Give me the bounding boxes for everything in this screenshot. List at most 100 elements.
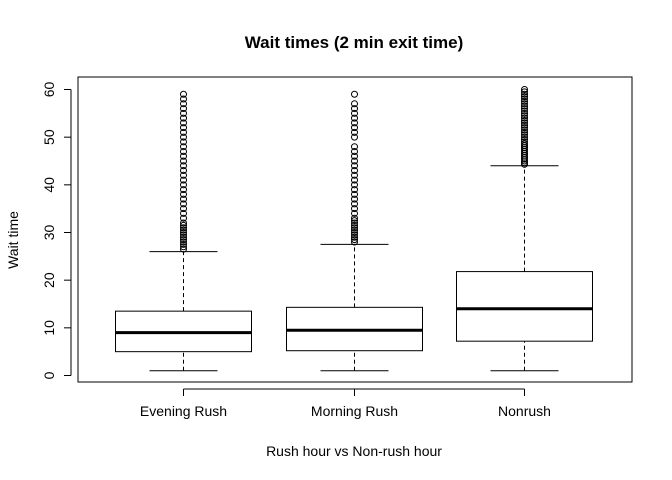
outlier-point: [180, 214, 187, 222]
outlier-point: [351, 90, 358, 98]
outlier-point: [521, 140, 528, 148]
outlier-point: [180, 243, 187, 251]
box-1: [115, 90, 252, 372]
x-tick-label: Evening Rush: [140, 403, 227, 419]
y-tick-label: 10: [41, 320, 57, 336]
outlier-point: [180, 95, 187, 103]
outlier-point: [521, 116, 528, 124]
outlier-point: [521, 93, 528, 101]
outlier-point: [180, 152, 187, 160]
outlier-point: [351, 100, 358, 108]
outlier-point: [351, 162, 358, 170]
outlier-point: [521, 128, 528, 136]
outlier-point: [351, 147, 358, 155]
outlier-point: [351, 181, 358, 189]
outlier-point: [351, 186, 358, 194]
y-tick-label: 30: [41, 225, 57, 241]
y-tick-label: 60: [41, 82, 57, 98]
outlier-point: [351, 200, 358, 208]
outlier-point: [351, 224, 358, 232]
x-tick-label: Morning Rush: [311, 403, 398, 419]
outlier-point: [180, 124, 187, 132]
outlier-point: [351, 114, 358, 122]
outlier-point: [521, 114, 528, 122]
outlier-point: [180, 245, 187, 253]
outlier-point: [521, 88, 528, 96]
outlier-point: [180, 240, 187, 248]
box-2: [286, 90, 423, 372]
outlier-point: [351, 109, 358, 117]
outlier-point: [180, 105, 187, 113]
outlier-point: [180, 221, 187, 229]
outlier-point: [180, 128, 187, 136]
outlier-point: [180, 90, 187, 98]
outlier-point: [180, 233, 187, 241]
outlier-point: [521, 136, 528, 144]
outlier-point: [521, 131, 528, 139]
y-axis-label: Wait time: [5, 211, 21, 269]
outlier-point: [521, 107, 528, 115]
outlier-point: [351, 190, 358, 198]
x-axis: Evening Rush Morning Rush Nonrush: [140, 388, 551, 419]
outlier-point: [180, 181, 187, 189]
outlier-point: [180, 200, 187, 208]
outlier-point: [351, 229, 358, 236]
outlier-point: [180, 195, 187, 203]
outlier-point: [351, 195, 358, 203]
outlier-point: [521, 109, 528, 117]
outlier-point: [180, 186, 187, 194]
outlier-point: [180, 219, 187, 227]
outlier-point: [180, 138, 187, 146]
outlier-point: [351, 133, 358, 141]
outlier-point: [351, 157, 358, 165]
outlier-point: [521, 124, 528, 132]
outlier-point: [180, 171, 187, 179]
outlier-point: [180, 167, 187, 175]
x-axis-label: Rush hour vs Non-rush hour: [266, 443, 442, 459]
outlier-point: [351, 124, 358, 132]
outlier-point: [521, 105, 528, 113]
outlier-point: [521, 90, 528, 98]
outlier-point: [351, 236, 358, 244]
outlier-point: [351, 209, 358, 217]
outlier-point: [521, 121, 528, 129]
outlier-point: [180, 224, 187, 232]
outlier-point: [180, 147, 187, 155]
outlier-point: [351, 119, 358, 127]
outlier-point: [180, 190, 187, 198]
outlier-point: [521, 86, 528, 93]
outlier-point: [351, 176, 358, 184]
outlier-point: [180, 238, 187, 246]
outlier-point: [521, 138, 528, 146]
outlier-point: [351, 152, 358, 160]
y-tick-label: 0: [41, 371, 57, 379]
box-3: [456, 86, 593, 372]
outlier-point: [521, 95, 528, 103]
outlier-point: [351, 205, 358, 213]
y-tick-label: 50: [41, 129, 57, 145]
outlier-point: [521, 112, 528, 120]
outlier-point: [521, 97, 528, 105]
outlier-point: [351, 171, 358, 179]
outlier-point: [521, 102, 528, 110]
outlier-point: [180, 231, 187, 239]
outlier-point: [351, 167, 358, 175]
outlier-point: [180, 157, 187, 165]
x-tick-label: Nonrush: [498, 403, 551, 419]
iqr-box: [456, 271, 593, 342]
outlier-point: [521, 119, 528, 127]
outlier-point: [180, 100, 187, 108]
outlier-point: [180, 133, 187, 141]
chart-title: Wait times (2 min exit time): [245, 33, 464, 52]
y-axis: 0 10 20 30 40 50 60: [41, 82, 72, 379]
outlier-point: [180, 119, 187, 127]
outlier-point: [521, 133, 528, 141]
outlier-point: [351, 226, 358, 234]
outlier-point: [180, 205, 187, 213]
outlier-point: [351, 219, 358, 227]
outlier-point: [521, 100, 528, 108]
outlier-point: [351, 238, 358, 246]
y-tick-label: 40: [41, 177, 57, 193]
outlier-point: [180, 176, 187, 184]
